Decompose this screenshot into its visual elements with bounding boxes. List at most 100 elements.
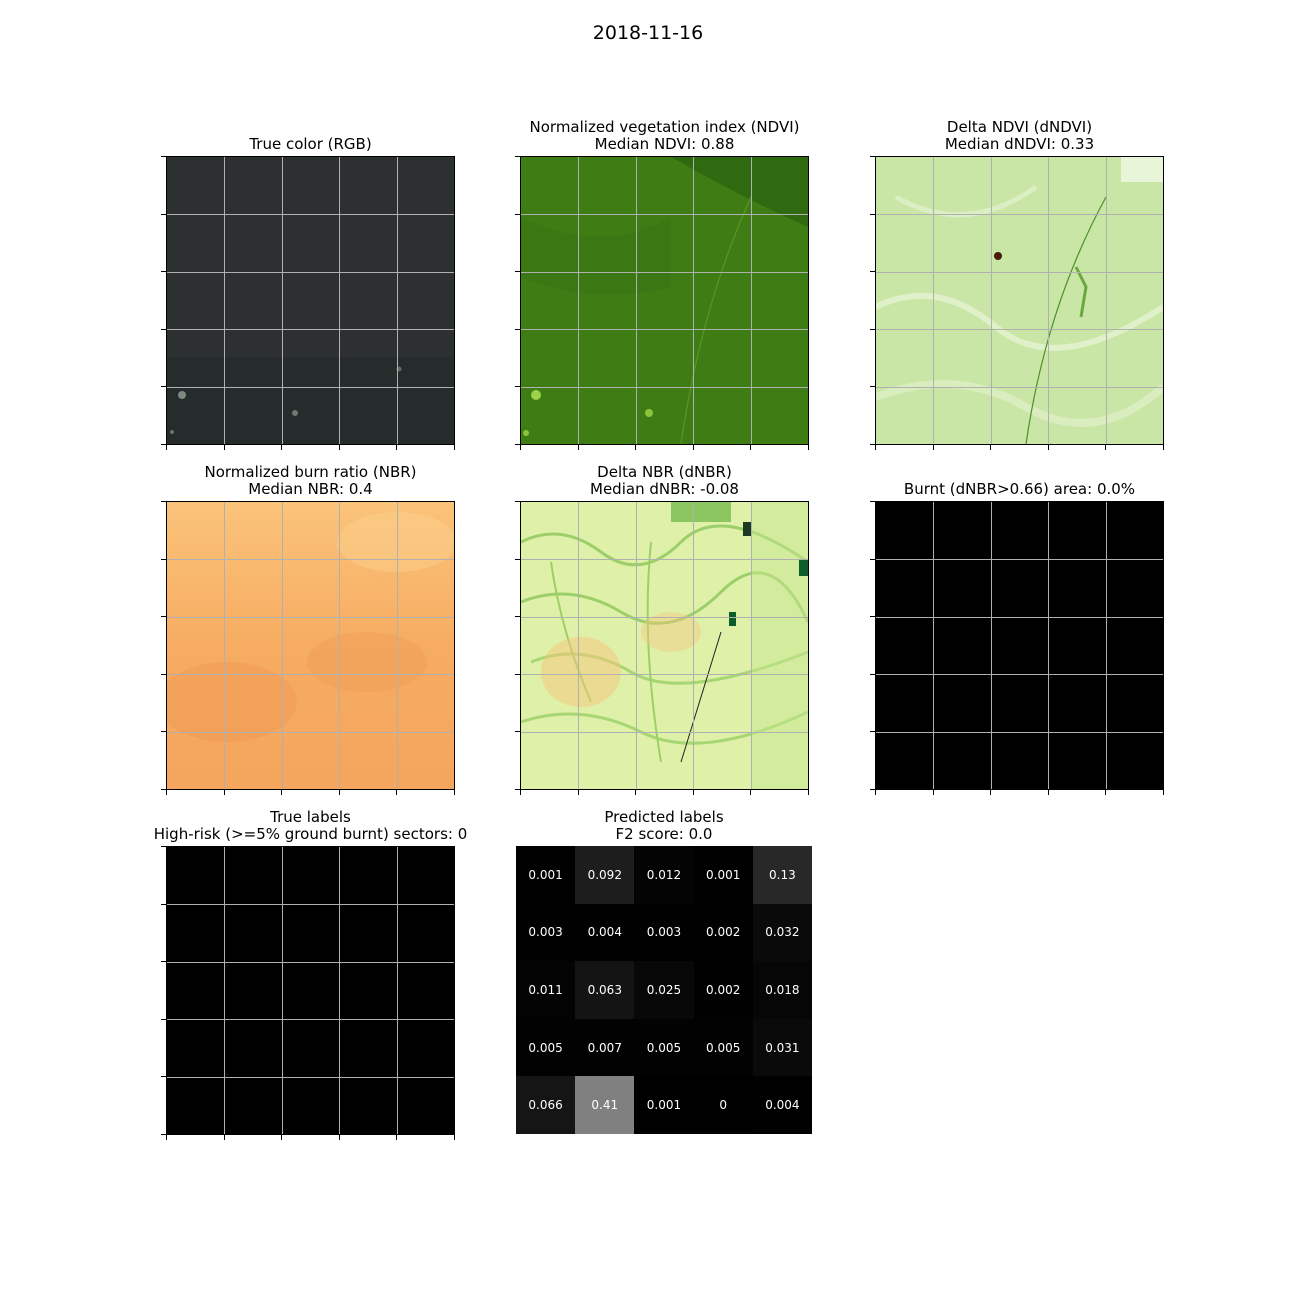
rgb-image <box>166 156 455 445</box>
x-tick <box>990 445 991 450</box>
y-tick <box>515 559 520 560</box>
y-tick <box>161 559 166 560</box>
heatmap-cell-label: 0.13 <box>769 867 796 882</box>
x-tick <box>875 445 876 450</box>
heatmap-cell-label: 0.41 <box>591 1098 619 1113</box>
x-tick <box>339 1135 340 1140</box>
y-tick <box>870 271 875 272</box>
heatmap-cell: 0.011 <box>516 961 576 1019</box>
panel-title: Normalized burn ratio (NBR) <box>204 463 417 481</box>
y-tick <box>870 674 875 675</box>
x-tick <box>750 445 751 450</box>
heatmap-cell-label: 0.005 <box>646 1040 682 1055</box>
x-tick <box>1105 790 1106 795</box>
x-tick <box>933 790 934 795</box>
x-tick <box>166 445 167 450</box>
y-tick <box>515 501 520 502</box>
y-tick <box>870 616 875 617</box>
y-tick <box>870 559 875 560</box>
ndvi-image <box>520 156 809 445</box>
burnt-image <box>875 501 1164 790</box>
heatmap-cell: 0.032 <box>752 903 812 962</box>
y-tick <box>515 444 520 445</box>
x-tick <box>990 790 991 795</box>
y-tick <box>870 386 875 387</box>
panel-title: True color (RGB) <box>249 135 372 153</box>
panel-title: Delta NDVI (dNDVI) <box>946 118 1093 136</box>
y-tick <box>515 674 520 675</box>
y-tick <box>161 386 166 387</box>
heatmap-cell: 0.003 <box>516 903 576 962</box>
panel-title: Delta NBR (dNBR) <box>597 463 732 481</box>
figure-title: 2018-11-16 <box>592 22 704 44</box>
y-tick <box>161 329 166 330</box>
x-tick <box>454 1135 455 1140</box>
heatmap-cell-label: 0.007 <box>587 1040 622 1055</box>
heatmap-cell: 0.012 <box>634 846 694 904</box>
y-tick <box>161 156 166 157</box>
x-tick <box>693 445 694 450</box>
x-tick <box>1105 445 1106 450</box>
panel-burnt: Burnt (dNBR>0.66) area: 0.0% <box>870 481 1164 795</box>
y-tick <box>161 731 166 732</box>
heatmap-cell-label: 0.018 <box>765 982 800 997</box>
panel-dnbr: Delta NBR (dNBR) Median dNBR: -0.08 <box>515 464 809 795</box>
heatmap-cell-label: 0.005 <box>706 1040 741 1055</box>
y-tick <box>161 904 166 905</box>
heatmap-cell-label: 0.063 <box>587 982 622 997</box>
heatmap-cell: 0.001 <box>516 846 576 904</box>
heatmap-cell: 0.41 <box>575 1076 635 1134</box>
panel-subtitle: Median NBR: 0.4 <box>248 480 373 498</box>
heatmap-cell-label: 0.066 <box>528 1098 563 1113</box>
heatmap-cell-label: 0.012 <box>646 867 682 882</box>
x-tick <box>166 1135 167 1140</box>
x-tick <box>693 790 694 795</box>
x-tick <box>933 445 934 450</box>
x-tick <box>281 790 282 795</box>
panel-subtitle: Median NDVI: 0.88 <box>594 135 735 153</box>
y-tick <box>515 214 520 215</box>
y-tick <box>161 214 166 215</box>
x-tick <box>578 790 579 795</box>
panel-title: Predicted labels <box>604 808 724 826</box>
panel-subtitle: High-risk (>=5% ground burnt) sectors: 0 <box>153 825 468 843</box>
heatmap-cell-label: 0.025 <box>646 982 682 997</box>
x-tick <box>396 445 397 450</box>
heatmap-cell: 0.002 <box>693 903 753 962</box>
y-tick <box>870 156 875 157</box>
y-tick <box>870 731 875 732</box>
y-tick <box>515 386 520 387</box>
heatmap-cell-label: 0.003 <box>646 925 682 940</box>
panel-subtitle: Median dNBR: -0.08 <box>590 480 739 498</box>
y-tick <box>870 501 875 502</box>
y-tick <box>870 214 875 215</box>
panel-ndvi: Normalized vegetation index (NDVI) Media… <box>515 119 809 450</box>
y-tick <box>515 789 520 790</box>
x-tick <box>224 790 225 795</box>
panel-dndvi: Delta NDVI (dNDVI) Median dNDVI: 0.33 <box>870 119 1164 450</box>
x-tick <box>166 790 167 795</box>
heatmap-cell: 0.002 <box>693 961 753 1019</box>
heatmap-cell: 0.092 <box>575 846 635 904</box>
panel-title: Normalized vegetation index (NDVI) <box>529 118 800 136</box>
heatmap-cell: 0.004 <box>752 1076 812 1134</box>
panel-true-labels: True labels High-risk (>=5% ground burnt… <box>154 809 467 1140</box>
x-tick <box>520 790 521 795</box>
y-tick <box>515 271 520 272</box>
y-tick <box>161 961 166 962</box>
y-tick <box>161 1134 166 1135</box>
panel-nbr: Normalized burn ratio (NBR) Median NBR: … <box>161 464 455 795</box>
heatmap-cell: 0.001 <box>693 846 753 904</box>
x-tick <box>281 1135 282 1140</box>
x-tick <box>578 445 579 450</box>
y-tick <box>161 674 166 675</box>
y-tick <box>161 501 166 502</box>
y-tick <box>161 1019 166 1020</box>
y-tick <box>161 1076 166 1077</box>
x-tick <box>635 445 636 450</box>
y-tick <box>515 329 520 330</box>
x-tick <box>396 1135 397 1140</box>
heatmap-cell-label: 0.032 <box>765 925 800 940</box>
y-tick <box>515 616 520 617</box>
panel-title: Burnt (dNBR>0.66) area: 0.0% <box>903 480 1136 498</box>
